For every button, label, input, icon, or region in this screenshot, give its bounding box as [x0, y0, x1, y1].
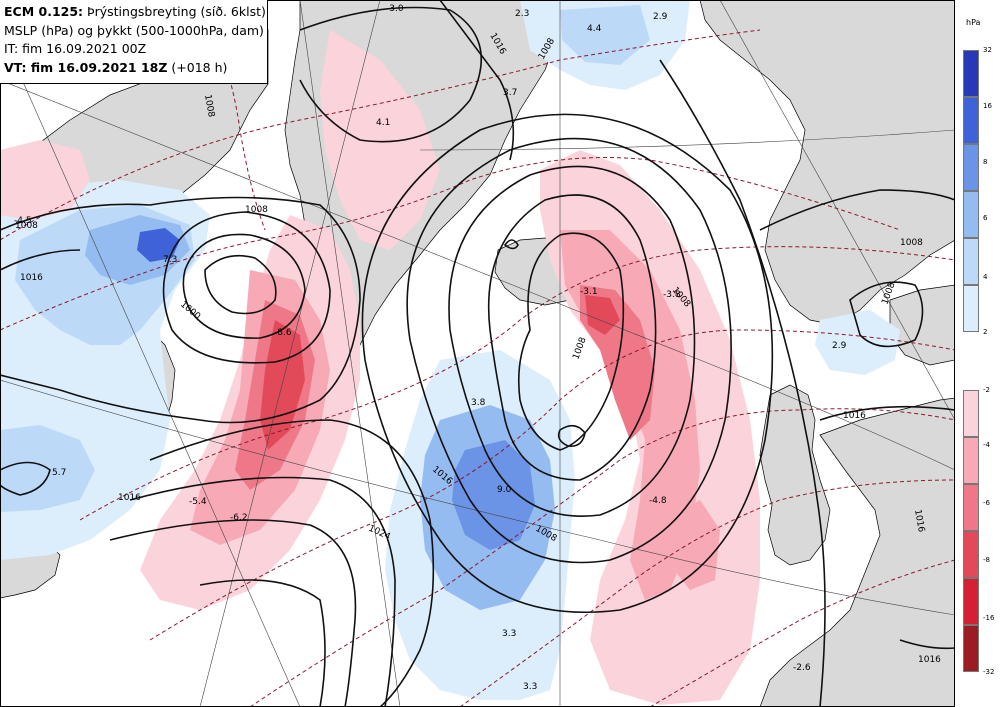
pressure-change-label: 2.9 — [832, 341, 847, 351]
pressure-change-label: 3.3 — [523, 682, 537, 692]
forecast-hour: (+018 h) — [171, 59, 228, 75]
pressure-change-label: 9.0 — [497, 485, 512, 495]
legend-swatch-fall — [963, 437, 979, 484]
legend-tick: -6 — [983, 499, 990, 507]
pressure-change-label: -3.1 — [580, 287, 598, 297]
pressure-change-label: -4.8 — [649, 496, 667, 506]
isobar-label: 1008 — [15, 221, 38, 231]
legend-tick: -16 — [983, 614, 995, 622]
legend-tick: -8 — [983, 556, 990, 564]
pressure-change-label: 2.3 — [515, 9, 529, 19]
legend-swatch-rise — [963, 238, 979, 285]
legend-swatch-fall — [963, 390, 979, 437]
legend-tick: -4 — [983, 441, 990, 449]
pressure-change-label: 3.8 — [471, 398, 486, 408]
legend-tick: 16 — [983, 102, 992, 110]
legend-swatch-rise — [963, 144, 979, 191]
rise-area-north-mid — [560, 5, 650, 65]
fall-area-se — [670, 500, 720, 590]
legend-tick: -2 — [983, 386, 990, 394]
isobar-label: 1008 — [245, 205, 268, 215]
pressure-change-label: 2.9 — [653, 12, 668, 22]
pressure-change-label: -6.2 — [230, 513, 248, 523]
pressure-change-label: -4.5 — [14, 216, 32, 226]
pressure-change-label: 3.7 — [503, 88, 517, 98]
pressure-change-label: 4.1 — [376, 118, 390, 128]
title-line-4: VT: fim 16.09.2021 18Z (+018 h) — [4, 59, 267, 78]
legend-swatch-rise — [963, 285, 979, 332]
fall-area-nw — [0, 140, 90, 220]
isobar-label: 1016 — [843, 411, 866, 421]
land-scandinavia — [699, 0, 956, 326]
pressure-change-label: 3.3 — [502, 629, 516, 639]
legend-swatch-rise — [963, 97, 979, 144]
legend-tick: 32 — [983, 46, 992, 54]
pressure-change-label: -3.8 — [663, 290, 681, 300]
pressure-change-label: 4.4 — [587, 24, 602, 34]
rise-area-central-core — [452, 440, 535, 550]
pressure-change-label: -8.6 — [274, 328, 292, 338]
legend-swatch-rise — [963, 50, 979, 97]
title-line-1: ECM 0.125: Þrýstingsbreyting (síð. 6klst… — [4, 3, 267, 22]
fall-area-arctic — [320, 30, 440, 250]
land-europe — [759, 397, 956, 707]
legend-swatch-fall — [963, 531, 979, 578]
isobars — [0, 0, 956, 707]
isobar-label: 1016 — [20, 273, 43, 283]
color-legend: hPa 32 16 8 6 4 2 -2 -4 -6 -8 -16 -32 — [955, 0, 1000, 707]
rise-area-baltic — [815, 310, 900, 375]
pressure-change-labels: -3.0 2.3 4.4 2.9 3.7 4.1 -4.5 7.3 -8.6 -… — [14, 4, 847, 692]
pressure-change-label: -5.4 — [189, 497, 207, 507]
land-britain — [759, 384, 831, 566]
model-label: ECM 0.125: — [4, 4, 84, 19]
isobar-label: 1008 — [900, 238, 923, 248]
legend-tick: 4 — [983, 273, 988, 281]
legend-tick: 6 — [983, 214, 988, 222]
legend-swatch-fall — [963, 578, 979, 625]
legend-swatch-fall — [963, 625, 979, 672]
title-line-3: IT: fim 16.09.2021 00Z — [4, 41, 147, 56]
title-line-2: MSLP (hPa) og þykkt (500-1000hPa, dam) — [4, 22, 264, 38]
pressure-change-label: 7.3 — [163, 255, 177, 265]
pressure-change-label: -2.6 — [793, 663, 811, 673]
isobar-label: 1016 — [118, 493, 141, 503]
rise-area-labrador-max — [137, 228, 180, 262]
pressure-change-label: 5.7 — [52, 468, 66, 478]
field-label: Þrýstingsbreyting (síð. 6klst) — [87, 4, 266, 19]
fall-area-east-max — [585, 295, 620, 335]
thickness-lines — [0, 0, 956, 707]
isobar-label: 1008 — [202, 94, 216, 119]
isobar-label: 1016 — [912, 509, 926, 534]
pressure-change-label: -3.0 — [386, 4, 404, 14]
isobar-label: 1016 — [918, 655, 941, 665]
map-title-box: ECM 0.125: Þrýstingsbreyting (síð. 6klst… — [0, 0, 268, 84]
legend-tick: 8 — [983, 158, 988, 166]
legend-unit: hPa — [966, 18, 981, 27]
legend-tick: 2 — [983, 328, 988, 336]
legend-swatch-fall — [963, 484, 979, 531]
valid-time: VT: fim 16.09.2021 18Z — [4, 59, 168, 75]
legend-swatch-rise — [963, 191, 979, 238]
legend-tick: -32 — [983, 668, 995, 676]
